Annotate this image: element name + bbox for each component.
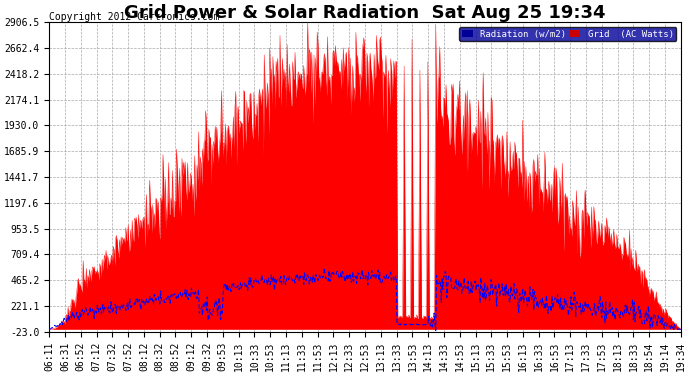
Text: Copyright 2012 Cartronics.com: Copyright 2012 Cartronics.com: [49, 12, 219, 22]
Title: Grid Power & Solar Radiation  Sat Aug 25 19:34: Grid Power & Solar Radiation Sat Aug 25 …: [124, 4, 606, 22]
Legend: Radiation (w/m2), Grid  (AC Watts): Radiation (w/m2), Grid (AC Watts): [459, 27, 676, 41]
